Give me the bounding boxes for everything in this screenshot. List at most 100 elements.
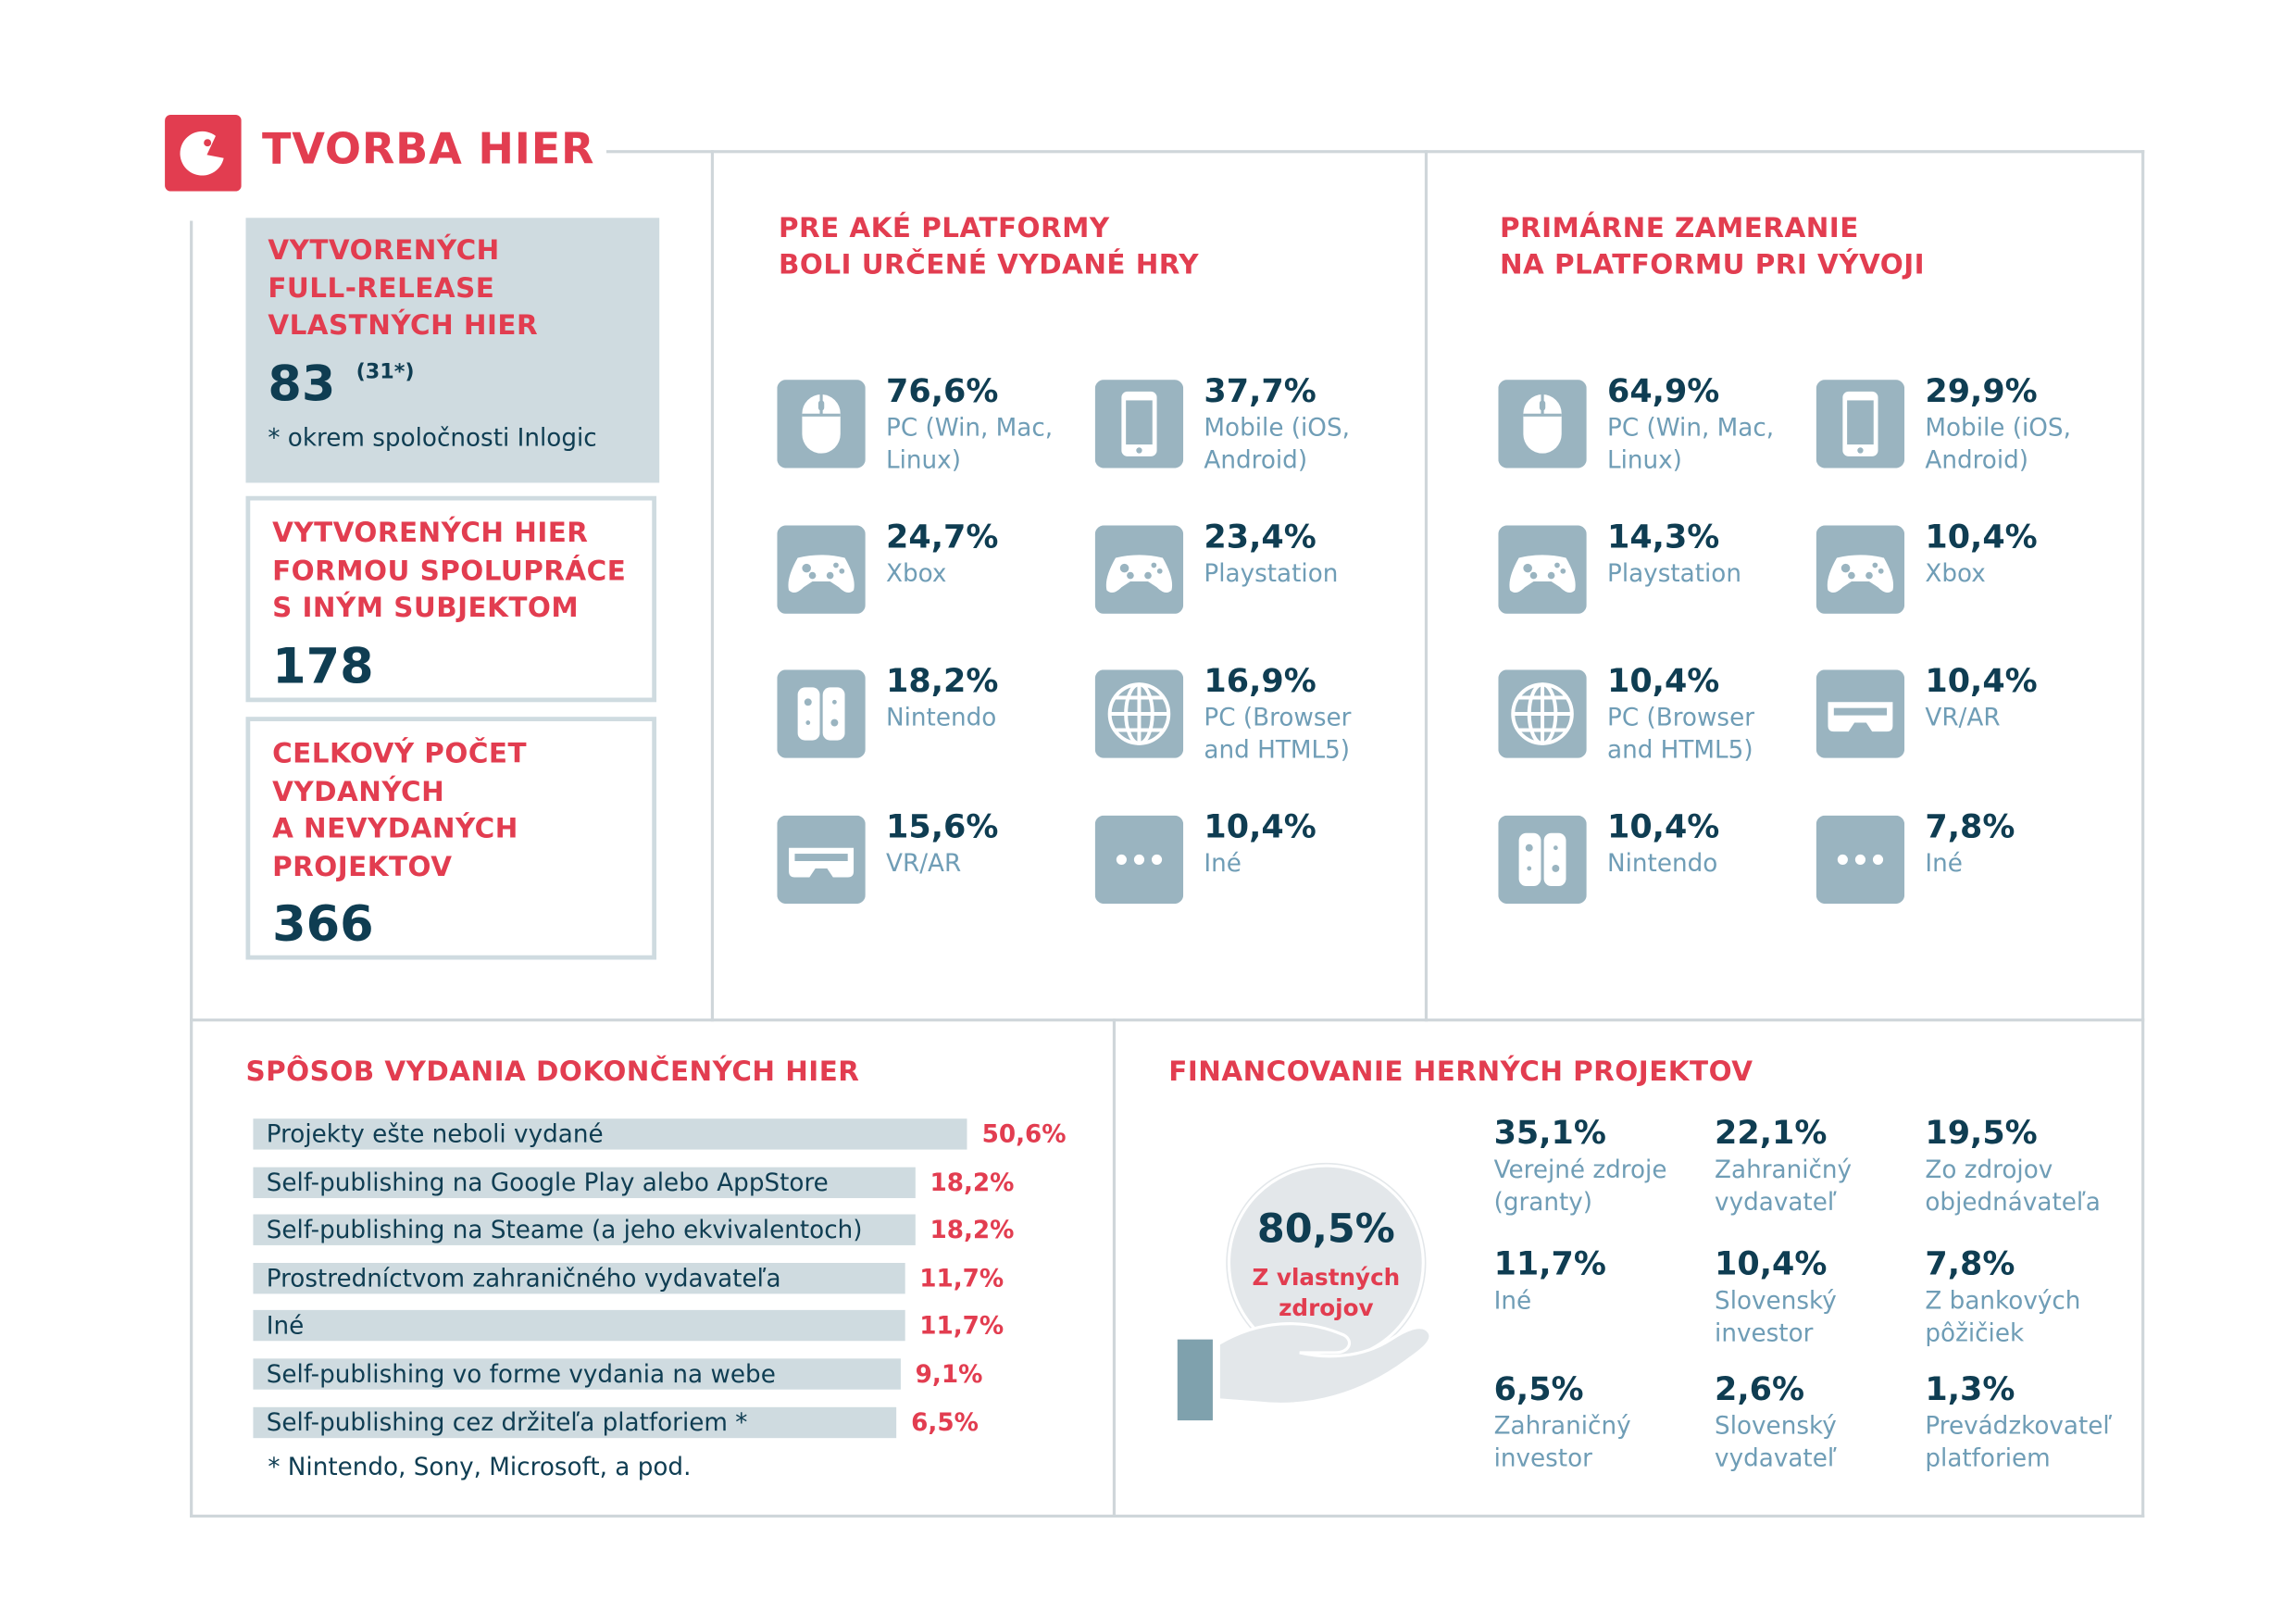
financing-value: 11,7% — [1493, 1246, 1606, 1284]
bar-label: Self-publishing na Google Play alebo App… — [266, 1168, 829, 1196]
bar-label: Self-publishing na Steame (a jeho ekviva… — [266, 1216, 863, 1244]
frame-line — [190, 1018, 2145, 1022]
platform-icon — [1816, 380, 1905, 468]
platform-icon — [1498, 814, 1587, 904]
summary-label: VYTVORENÝCH HIER — [272, 518, 589, 549]
platform-item: 23,4% Playstation — [1204, 518, 1391, 589]
platform-label: PC (Browser and HTML5) — [1204, 703, 1352, 765]
platform-icon — [1498, 380, 1587, 468]
section-title: PRIMÁRNE ZAMERANIE — [1499, 213, 1859, 244]
bar — [253, 1262, 905, 1294]
financing-label: Zahraničný vydavateľ — [1715, 1155, 1853, 1217]
section-title: SPÔSOB VYDANIA DOKONČENÝCH HIER — [245, 1056, 860, 1088]
summary-label: CELKOVÝ POČET — [272, 739, 528, 770]
platform-value: 24,7% — [886, 518, 999, 556]
bar-label: Projekty ešte neboli vydané — [266, 1119, 604, 1148]
summary-box: CELKOVÝ POČET VYDANÝCH A NEVYDANÝCH PROJEKT… — [245, 717, 657, 960]
platform-icon — [1094, 380, 1184, 468]
summary-label: FULL-RELEASE — [268, 272, 495, 305]
platform-icon — [777, 524, 866, 614]
financing-label: Z bankových pôžičiek — [1925, 1286, 2081, 1347]
platform-label: Playstation — [1204, 558, 1339, 587]
bar-value: 18,2% — [930, 1168, 1015, 1196]
summary-box: VYTVORENÝCH FULL-RELEASE VLASTNÝCH HIER 83 (… — [245, 218, 660, 483]
bar — [253, 1167, 916, 1198]
platform-value: 18,2% — [886, 663, 999, 701]
summary-footnote: * okrem spoločnosti Inlogic — [268, 423, 597, 452]
summary-value-row: 83 (31*) — [268, 345, 637, 411]
financing-value: 22,1% — [1715, 1116, 1828, 1153]
page-title: TVORBA HIER — [261, 123, 595, 174]
frame-line — [190, 220, 193, 1518]
financing-label: Iné — [1493, 1286, 1532, 1315]
platform-value: 37,7% — [1204, 373, 1316, 411]
platform-icon — [1094, 669, 1184, 758]
platform-label: Iné — [1925, 848, 1963, 877]
summary-value-note: (31*) — [356, 359, 415, 384]
platform-icon — [1498, 524, 1587, 614]
platform-item: 10,4% Iné — [1204, 809, 1391, 880]
frame-line — [1112, 1018, 1117, 1518]
platform-label: PC (Browser and HTML5) — [1606, 703, 1754, 765]
platform-icon — [1498, 669, 1587, 758]
text-line: zdrojov — [1279, 1294, 1374, 1322]
summary-label: S INÝM SUBJEKTOM — [272, 593, 580, 625]
summary-value: 178 — [272, 636, 374, 694]
summary-value-row: 178 — [272, 628, 630, 694]
bar — [253, 1310, 905, 1342]
platform-item: 29,9% Mobile (iOS, Android) — [1925, 374, 2113, 477]
section-title: PRE AKÉ PLATFORMY — [778, 213, 1110, 244]
platform-item: 7,8% Iné — [1925, 809, 2113, 880]
frame-line — [2141, 150, 2145, 1518]
platform-label: Playstation — [1606, 558, 1741, 587]
financing-item: 11,7% Iné — [1494, 1247, 1682, 1318]
summary-value: 366 — [272, 894, 374, 953]
summary-box: VYTVORENÝCH HIER FORMOU SPOLUPRÁCE S INÝM … — [245, 495, 657, 703]
hand-illustration — [1177, 1162, 1432, 1421]
publishing-footnote: * Nintendo, Sony, Microsoft, a pod. — [268, 1453, 692, 1481]
platform-icon — [777, 814, 866, 904]
platform-value: 10,4% — [1925, 518, 2038, 556]
financing-value: 2,6% — [1715, 1371, 1805, 1409]
platform-value: 10,4% — [1606, 663, 1720, 701]
platform-item: 15,6% VR/AR — [886, 809, 1074, 880]
platform-label: PC (Win, Mac, Linux) — [1606, 413, 1775, 474]
platform-value: 10,4% — [1204, 808, 1316, 846]
platform-value: 10,4% — [1606, 808, 1720, 846]
platform-label: PC (Win, Mac, Linux) — [886, 413, 1054, 474]
summary-value-row: 366 — [272, 886, 630, 953]
bar-value: 11,7% — [919, 1264, 1004, 1293]
platform-value: 10,4% — [1925, 663, 2038, 701]
platform-icon — [1816, 524, 1905, 614]
financing-label: Zahraničný investor — [1493, 1411, 1631, 1472]
platform-item: 24,7% Xbox — [886, 518, 1074, 589]
section-title: BOLI URČENÉ VYDANÉ HRY — [778, 250, 1200, 281]
financing-label: Verejné zdroje (granty) — [1493, 1155, 1667, 1217]
platform-icon — [1816, 669, 1905, 758]
platform-label: Xbox — [1925, 558, 1986, 587]
financing-label: Slovenský investor — [1715, 1286, 1837, 1347]
financing-label: Prevádzkovateľ platforiem — [1925, 1411, 2113, 1472]
summary-label: VYTVORENÝCH — [268, 235, 500, 267]
platform-icon — [1816, 814, 1905, 904]
platform-label: Mobile (iOS, Android) — [1204, 413, 1350, 474]
platform-value: 29,9% — [1925, 373, 2038, 411]
platform-item: 18,2% Nintendo — [886, 664, 1074, 734]
financing-value: 1,3% — [1925, 1371, 2015, 1409]
summary-label: A NEVYDANÝCH — [272, 814, 518, 845]
bar-label: Self-publishing vo forme vydania na webe — [266, 1359, 776, 1389]
frame-line — [1424, 150, 1429, 1022]
logo — [165, 114, 242, 192]
financing-item: 22,1% Zahraničný vydavateľ — [1715, 1116, 1903, 1218]
frame-line — [605, 150, 2145, 154]
summary-label: FORMOU SPOLUPRÁCE — [272, 556, 627, 587]
platform-item: 76,6% PC (Win, Mac, Linux) — [886, 374, 1074, 477]
platform-item: 16,9% PC (Browser and HTML5) — [1204, 664, 1391, 767]
bar-value: 18,2% — [930, 1216, 1015, 1244]
bar-label: Self-publishing cez držiteľa platforiem … — [266, 1407, 748, 1436]
bar-value: 6,5% — [911, 1407, 979, 1436]
platform-value: 23,4% — [1204, 518, 1316, 556]
bar — [253, 1406, 897, 1438]
platform-item: 10,4% VR/AR — [1925, 664, 2113, 734]
